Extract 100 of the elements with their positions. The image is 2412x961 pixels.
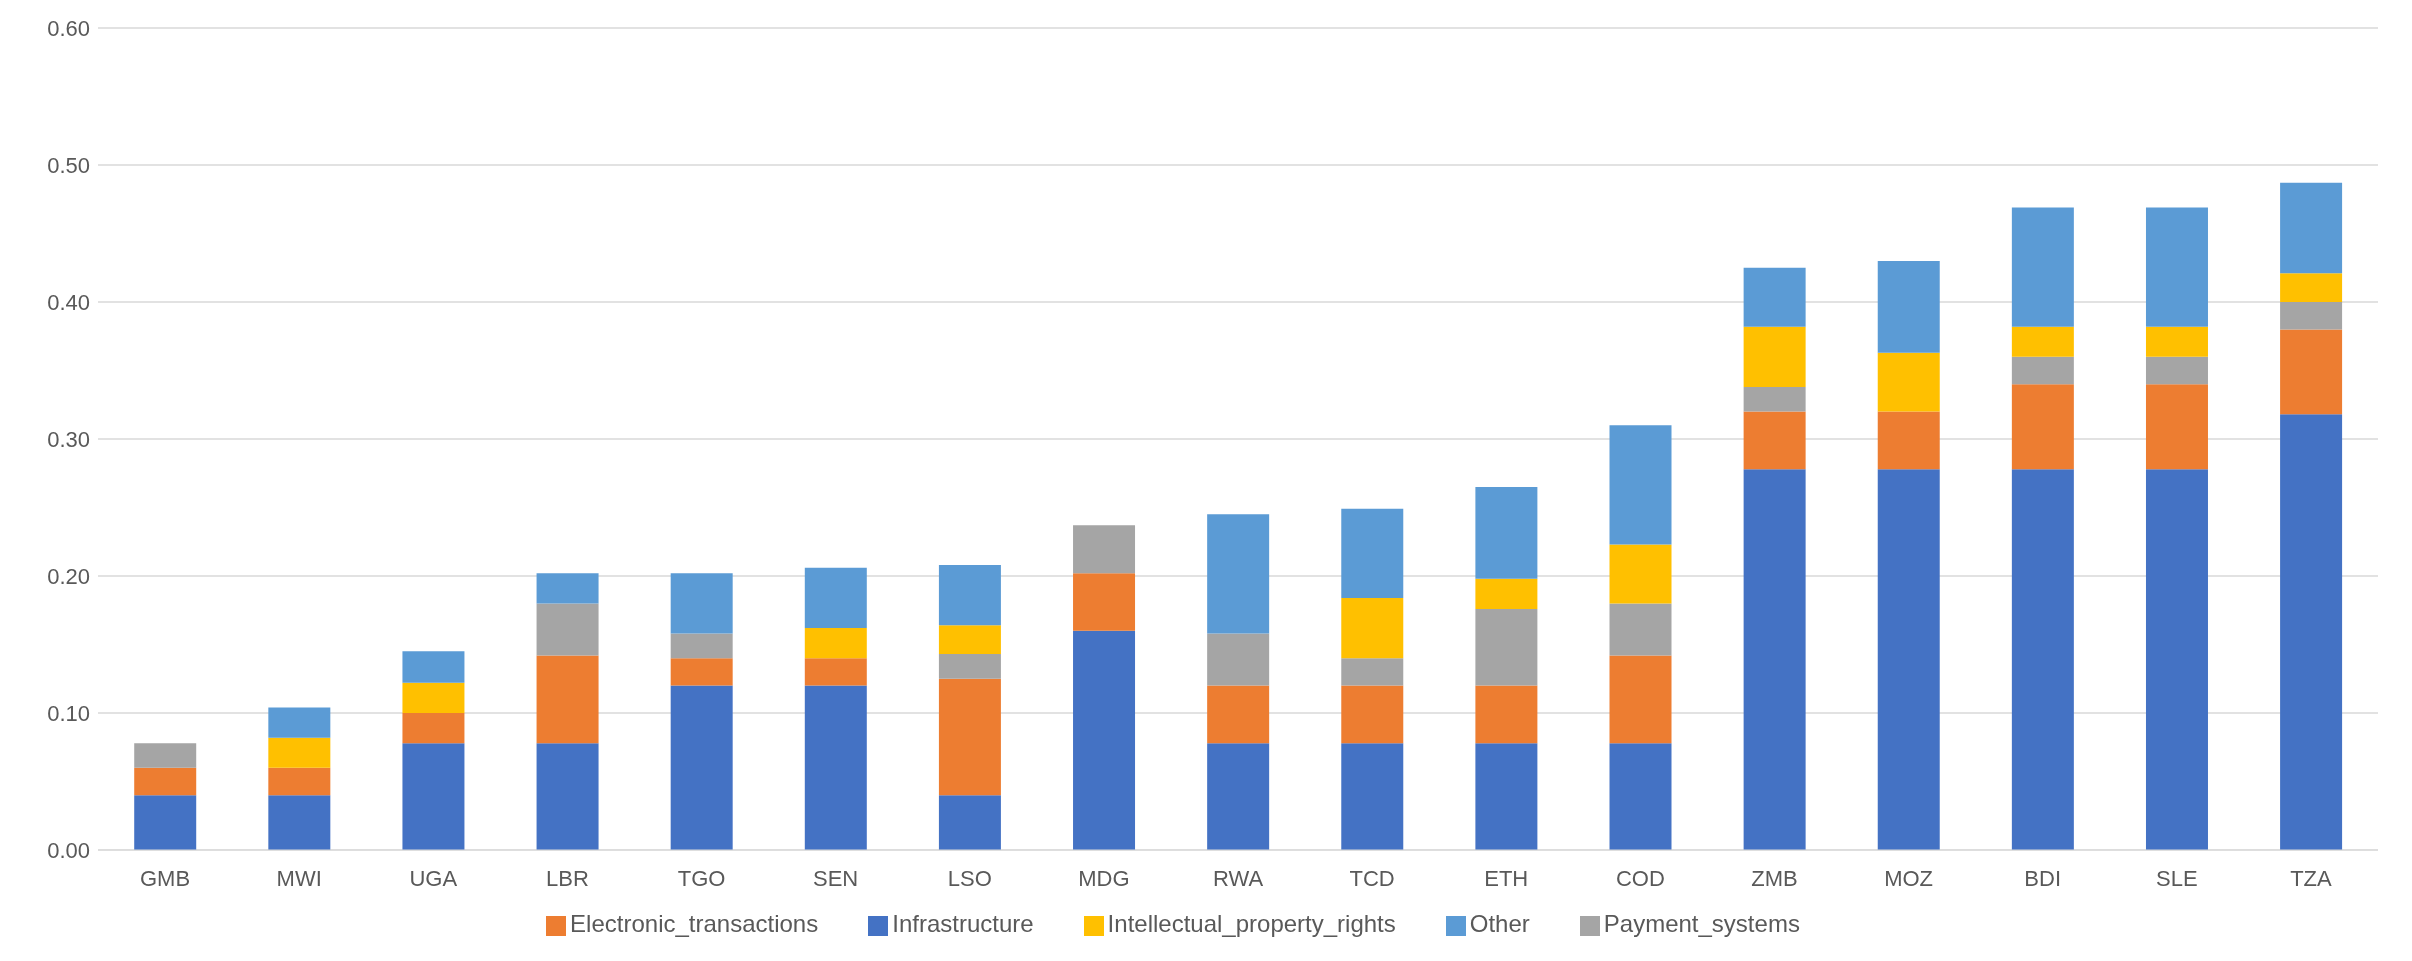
legend-label: Other [1469, 910, 1530, 937]
bar [1609, 603, 1672, 656]
bar [2011, 356, 2074, 385]
bar [2280, 273, 2343, 302]
bar [1743, 469, 1806, 850]
x-tick-label: MOZ [1884, 865, 1934, 891]
bar [670, 573, 733, 634]
bar [268, 707, 331, 738]
y-tick-label: 0.60 [47, 15, 90, 41]
bar [536, 603, 599, 656]
bar [804, 658, 867, 686]
bar [938, 795, 1001, 850]
bar [2280, 302, 2343, 330]
bar [1073, 573, 1136, 631]
bar [1877, 411, 1940, 470]
bar [1073, 525, 1136, 574]
legend-label: Infrastructure [892, 910, 1034, 937]
x-tick-label: TZA [2290, 865, 2333, 891]
bar [2011, 384, 2074, 470]
x-tick-label: ZMB [1751, 865, 1798, 891]
bar [1877, 352, 1940, 412]
x-tick-label: TCD [1349, 865, 1395, 891]
bar [670, 685, 733, 850]
bar [2145, 384, 2208, 470]
x-tick-label: LSO [947, 865, 992, 891]
x-tick-label: COD [1615, 865, 1665, 891]
bar [938, 565, 1001, 626]
x-tick-label: RWA [1212, 865, 1264, 891]
x-tick-label: GMB [140, 865, 191, 891]
y-tick-label: 0.30 [47, 426, 90, 452]
bar [2011, 207, 2074, 327]
legend-label: Intellectual_property_rights [1107, 910, 1396, 937]
y-tick-label: 0.50 [47, 152, 90, 178]
bar [1743, 411, 1806, 470]
x-tick-label: LBR [546, 865, 589, 891]
bar [536, 655, 599, 744]
bar [1475, 578, 1538, 609]
y-tick-label: 0.00 [47, 837, 90, 863]
x-tick-label: MWI [276, 865, 322, 891]
bar [134, 795, 197, 850]
y-tick-label: 0.40 [47, 289, 90, 315]
bar [1207, 514, 1270, 634]
bar [1207, 743, 1270, 850]
legend-label: Payment_systems [1603, 910, 1800, 937]
y-tick-label: 0.10 [47, 700, 90, 726]
bar [1341, 597, 1404, 659]
bar [938, 678, 1001, 796]
bar [938, 654, 1001, 679]
bar [1073, 630, 1136, 850]
bar [1475, 685, 1538, 744]
bar [804, 628, 867, 659]
bar [1877, 260, 1940, 353]
bar [2145, 469, 2208, 850]
bar [536, 743, 599, 850]
bar [2145, 207, 2208, 327]
bar [804, 567, 867, 629]
bar [1743, 267, 1806, 327]
bar [536, 573, 599, 604]
bar [2011, 326, 2074, 357]
bar [1609, 743, 1672, 850]
bar [1341, 685, 1404, 744]
bar [1877, 469, 1940, 850]
x-tick-label: SEN [813, 865, 859, 891]
bar [1609, 544, 1672, 604]
bar [1475, 608, 1538, 686]
bar [2280, 329, 2343, 415]
bar [402, 713, 465, 744]
bar [1609, 425, 1672, 545]
bar [1475, 743, 1538, 850]
bar [1341, 508, 1404, 598]
bar [2145, 326, 2208, 357]
x-tick-label: TGO [677, 865, 726, 891]
bar [1475, 486, 1538, 579]
bar [1341, 658, 1404, 686]
x-tick-label: BDI [2024, 865, 2062, 891]
bar [268, 767, 331, 796]
x-tick-label: MDG [1078, 865, 1130, 891]
bar [2280, 414, 2343, 850]
x-tick-label: UGA [409, 865, 458, 891]
bar [402, 651, 465, 683]
bar [268, 795, 331, 850]
bar [1341, 743, 1404, 850]
x-tick-label: SLE [2156, 865, 2198, 891]
bar [268, 737, 331, 768]
x-tick-label: ETH [1484, 865, 1529, 891]
bar [2280, 182, 2343, 274]
bar [2145, 356, 2208, 385]
legend-label: Electronic_transactions [570, 910, 819, 937]
y-tick-label: 0.20 [47, 563, 90, 589]
bar [938, 625, 1001, 655]
bar [670, 633, 733, 659]
bar [1207, 685, 1270, 744]
bar [670, 658, 733, 686]
bar [804, 685, 867, 850]
bar [402, 743, 465, 850]
bar [402, 682, 465, 713]
bar [134, 743, 197, 768]
bar [1609, 655, 1672, 744]
bar [1743, 386, 1806, 412]
bar [1743, 326, 1806, 387]
